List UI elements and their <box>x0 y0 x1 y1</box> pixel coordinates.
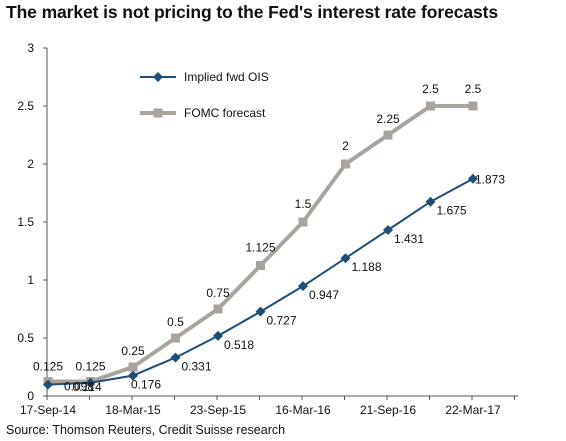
diamond-marker <box>213 330 223 341</box>
data-label: 0.727 <box>267 314 297 328</box>
x-tick-label: 16-Mar-16 <box>275 403 331 417</box>
diamond-marker <box>468 173 478 184</box>
y-tick-label: 2 <box>27 157 34 171</box>
y-tick-label: 0.5 <box>17 331 34 345</box>
data-label: 1.675 <box>437 204 467 218</box>
data-label: 0.25 <box>121 344 145 358</box>
square-marker <box>383 130 393 140</box>
data-label: 0.947 <box>309 288 339 302</box>
legend-label: FOMC forecast <box>184 106 266 120</box>
x-axis-ticks: 17-Sep-14 18-Mar-15 23-Sep-15 16-Mar-16 21-S… <box>20 396 515 417</box>
data-label: 0.331 <box>182 360 212 374</box>
y-tick-label: 0 <box>27 389 34 403</box>
y-tick-label: 1 <box>27 273 34 287</box>
chart-axes <box>46 48 518 397</box>
series-implied-fwd-ois <box>43 173 478 390</box>
data-label: 1.5 <box>295 197 312 211</box>
square-marker <box>256 261 265 270</box>
diamond-marker <box>298 281 308 292</box>
data-label: 0.098 <box>64 380 94 394</box>
data-label: 0.5 <box>167 315 184 329</box>
series-layer <box>43 101 478 390</box>
square-marker <box>468 101 478 111</box>
square-marker <box>426 101 435 111</box>
data-label: 0.75 <box>206 286 230 300</box>
square-marker <box>298 217 308 227</box>
data-label: 2.5 <box>422 82 439 96</box>
diamond-marker <box>85 377 96 388</box>
legend-label: Implied fwd OIS <box>184 70 269 84</box>
legend: Implied fwd OIS FOMC forecast <box>140 70 269 120</box>
data-labels: 0.125 0.125 0.25 0.5 0.75 1.125 1.5 2 2.25 2.5 2.5… <box>33 82 505 394</box>
data-label: 0.125 <box>75 360 105 374</box>
legend-square-marker <box>153 108 163 118</box>
data-label: 0.125 <box>33 360 63 374</box>
square-marker <box>341 159 350 169</box>
diamond-marker <box>128 370 138 381</box>
square-marker <box>128 362 138 372</box>
x-tick-label: 23-Sep-15 <box>190 403 246 417</box>
series-line <box>47 177 474 386</box>
data-label: 0.114 <box>73 380 102 394</box>
x-tick-label: 18-Mar-15 <box>105 403 161 417</box>
data-label: 1.873 <box>475 173 505 187</box>
data-label: 0.518 <box>224 338 254 352</box>
square-marker <box>171 333 180 343</box>
x-tick-label: 17-Sep-14 <box>20 403 76 417</box>
data-label: 1.188 <box>352 260 382 274</box>
data-label: 0.176 <box>131 378 161 392</box>
y-tick-label: 3 <box>27 41 34 55</box>
diamond-marker <box>383 225 393 236</box>
square-marker <box>213 304 223 314</box>
source-note: Source: Thomson Reuters, Credit Suisse r… <box>6 423 286 437</box>
diamond-marker <box>43 379 53 390</box>
diamond-marker <box>425 196 436 207</box>
data-label: 2.25 <box>376 112 400 126</box>
data-label: 2 <box>342 139 349 153</box>
y-axis-ticks: 0 0.5 1 1.5 2 2.5 3 <box>17 41 47 403</box>
y-tick-label: 2.5 <box>17 99 34 113</box>
data-label: 2.5 <box>465 82 482 96</box>
x-tick-label: 21-Sep-16 <box>360 403 416 417</box>
data-label: 1.125 <box>245 241 275 255</box>
x-tick-label: 22-Mar-17 <box>445 403 501 417</box>
diamond-marker <box>255 306 266 317</box>
diamond-marker <box>340 253 351 264</box>
y-tick-label: 1.5 <box>17 215 34 229</box>
legend-diamond-marker <box>153 72 163 82</box>
data-label: 1.431 <box>394 232 424 246</box>
diamond-marker <box>170 352 181 363</box>
chart-title: The market is not pricing to the Fed's i… <box>6 2 498 22</box>
